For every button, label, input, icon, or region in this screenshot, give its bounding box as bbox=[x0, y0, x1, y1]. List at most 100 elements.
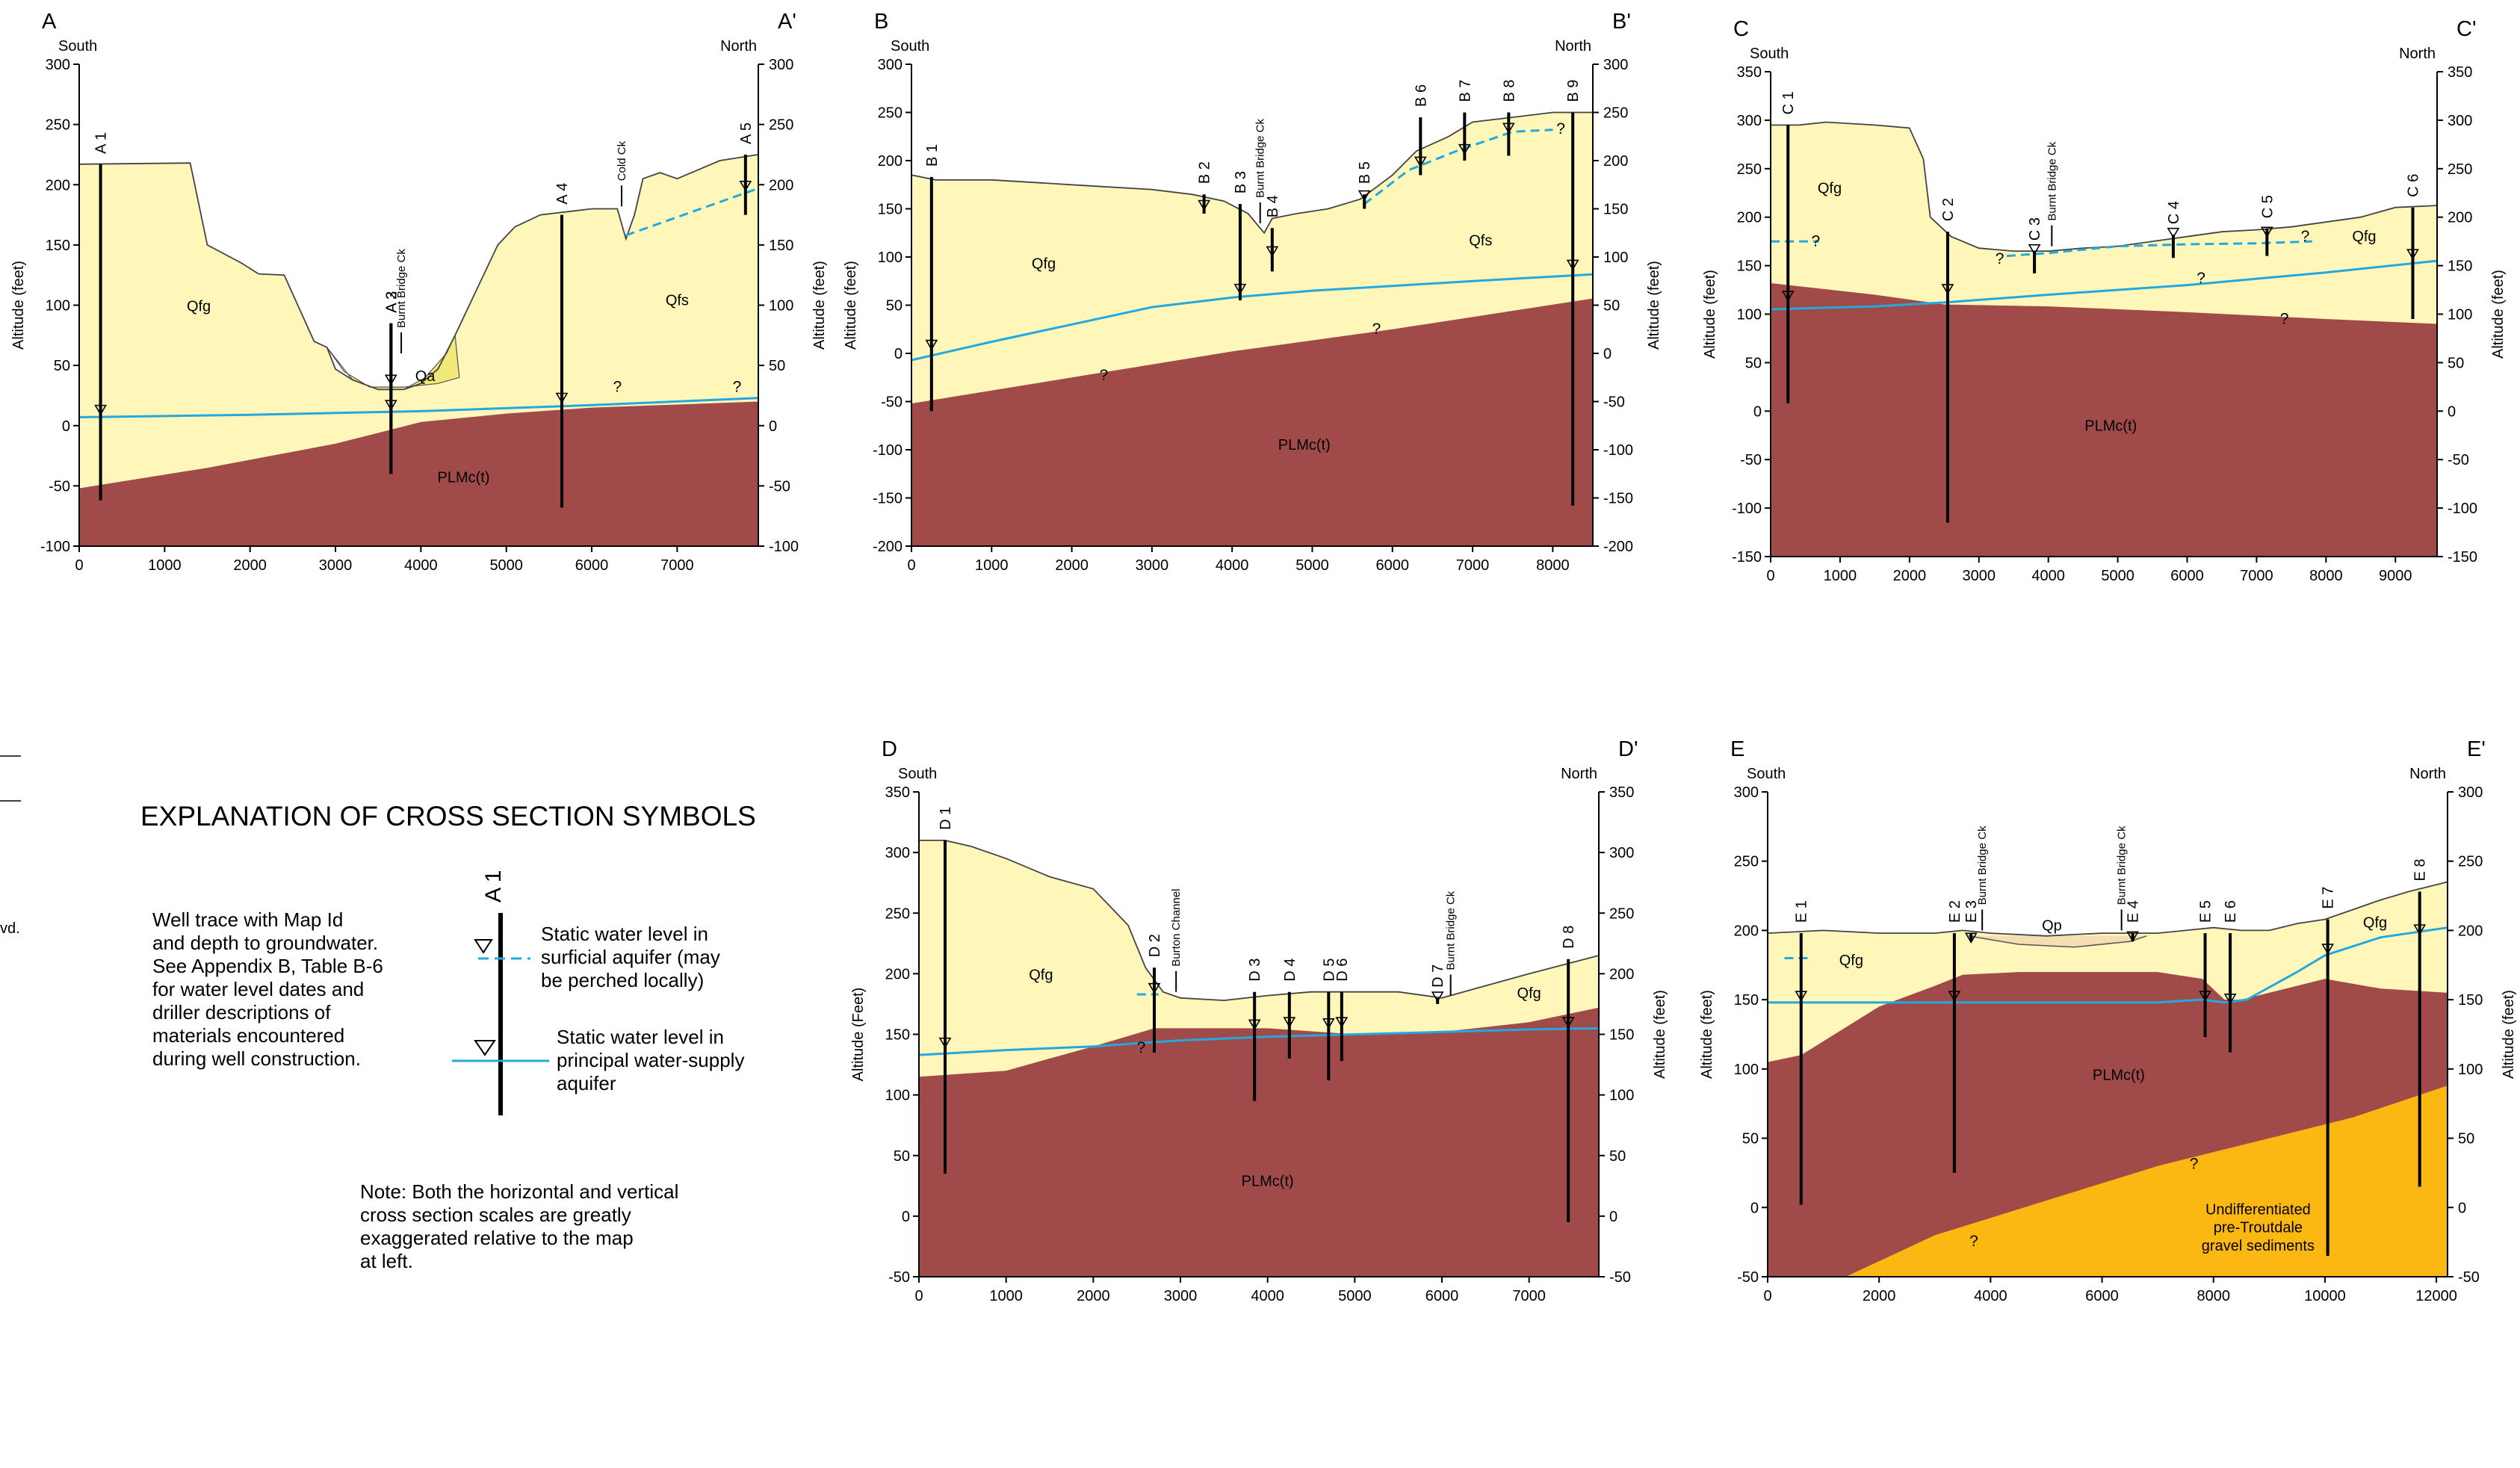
water-level-marker bbox=[384, 374, 397, 385]
uncertain-contact-mark: ? bbox=[2301, 228, 2310, 245]
y-axis-title-right: Altitude (feet) bbox=[811, 261, 828, 350]
well-label: B 2 bbox=[1197, 161, 1213, 184]
y-tick-label-left: -100 bbox=[1732, 501, 1762, 517]
well-label: B 1 bbox=[924, 144, 941, 167]
section-label-left: C bbox=[1733, 17, 1749, 41]
x-tick-label: 6000 bbox=[2085, 1288, 2119, 1304]
y-tick-label-right: 350 bbox=[1609, 784, 1634, 801]
well-label: D 1 bbox=[938, 807, 954, 830]
y-tick-label-right: -100 bbox=[2448, 501, 2477, 517]
x-tick-label: 0 bbox=[75, 557, 83, 574]
y-tick-label-right: 250 bbox=[1603, 105, 1628, 122]
unit-label: PLMc(t) bbox=[1278, 437, 1331, 453]
section-label-left: E bbox=[1730, 737, 1745, 761]
y-tick-label-left: 300 bbox=[46, 57, 70, 73]
y-tick-label-left: -50 bbox=[49, 478, 70, 495]
unit-bedrock-area bbox=[911, 298, 1593, 546]
uncertain-contact-mark: ? bbox=[1969, 1233, 1978, 1250]
unit-label: Qfg bbox=[187, 299, 211, 315]
well-label: D 2 bbox=[1147, 934, 1163, 957]
water-level-marker bbox=[1795, 991, 1808, 1002]
y-tick-label-right: -50 bbox=[2448, 452, 2469, 468]
y-tick-label-right: 0 bbox=[2448, 403, 2456, 420]
y-axis-title-left: Altitude (Feet) bbox=[850, 988, 867, 1082]
well-label: B 5 bbox=[1357, 161, 1373, 184]
unit-label: Qfs bbox=[1469, 233, 1492, 250]
uncertain-contact-mark: ? bbox=[1137, 1039, 1146, 1056]
y-tick-label-right: -50 bbox=[1609, 1269, 1631, 1286]
unit-label: Qfs bbox=[666, 293, 689, 309]
well-label: E 6 bbox=[2223, 900, 2239, 923]
y-tick-label-left: -200 bbox=[873, 539, 903, 555]
uncertain-contact-mark: ? bbox=[1996, 250, 2004, 267]
y-tick-label-left: -150 bbox=[873, 491, 903, 507]
explanation-principal-text: Static water level in principal water-su… bbox=[557, 1026, 745, 1094]
uncertain-contact-mark: ? bbox=[1100, 367, 1109, 384]
x-tick-label: 0 bbox=[907, 557, 915, 574]
x-tick-label: 8000 bbox=[2309, 568, 2343, 584]
water-level-marker bbox=[2199, 991, 2211, 1002]
water-level-marker bbox=[1248, 1019, 1261, 1030]
y-tick-label-right: -150 bbox=[1603, 491, 1633, 507]
y-tick-label-left: 250 bbox=[885, 905, 910, 922]
y-axis-title-right: Altitude (feet) bbox=[2490, 270, 2507, 359]
cross-section-a: -100 -100 -50 -50 0 0 50 50 100 100 150 150 200 200 25… bbox=[10, 10, 828, 574]
unit-label: Qfg bbox=[1032, 255, 1056, 272]
x-tick-label: 3000 bbox=[1136, 557, 1169, 574]
well-label: D 3 bbox=[1247, 958, 1263, 982]
section-label-right: A' bbox=[778, 10, 796, 34]
explanation-title: EXPLANATION OF CROSS SECTION SYMBOLS bbox=[140, 801, 756, 831]
section-label-right: E' bbox=[2467, 737, 2486, 761]
x-tick-label: 3000 bbox=[1963, 568, 1996, 584]
water-level-marker bbox=[1941, 284, 1954, 295]
principal-water-level-line bbox=[911, 273, 1594, 362]
y-tick-label-right: 250 bbox=[2448, 161, 2472, 178]
section-label-left: A bbox=[42, 10, 57, 34]
water-level-marker bbox=[1566, 259, 1579, 271]
y-tick-label-left: -100 bbox=[873, 442, 903, 459]
well-label: A 3 bbox=[383, 291, 400, 313]
stream-label: Burnt Bridge Ck bbox=[1254, 118, 1267, 197]
well-label: A 4 bbox=[554, 183, 571, 205]
section-label-right: B' bbox=[1612, 10, 1631, 34]
y-tick-label-left: 300 bbox=[885, 845, 910, 861]
y-tick-label-right: 100 bbox=[2458, 1062, 2483, 1078]
water-level-marker bbox=[1357, 190, 1371, 202]
y-tick-label-left: 300 bbox=[1734, 784, 1759, 801]
y-tick-label-right: 300 bbox=[2448, 113, 2472, 129]
unit-label: Qa bbox=[415, 368, 436, 385]
y-tick-label-left: 0 bbox=[894, 346, 903, 362]
x-tick-label: 8000 bbox=[1536, 557, 1570, 574]
x-tick-label: 9000 bbox=[2379, 568, 2412, 584]
well-label: B 4 bbox=[1265, 195, 1281, 217]
water-level-marker bbox=[1948, 991, 1961, 1002]
well-label: C 6 bbox=[2405, 174, 2421, 197]
unit-label: Qfg bbox=[1517, 985, 1541, 1002]
well-label: B 7 bbox=[1457, 79, 1473, 102]
y-tick-label-right: -100 bbox=[769, 539, 799, 555]
well-label: C 1 bbox=[1780, 91, 1797, 114]
well-label: A 2 bbox=[383, 291, 400, 313]
y-tick-label-right: 0 bbox=[1603, 346, 1612, 362]
water-level-marker bbox=[1322, 1018, 1335, 1029]
water-level-marker bbox=[1964, 932, 1978, 944]
y-tick-label-left: 50 bbox=[886, 298, 903, 315]
x-tick-label: 4000 bbox=[404, 557, 438, 574]
y-tick-label-left: 200 bbox=[1737, 210, 1762, 226]
stream-label: Burnt Bridge Ck bbox=[2116, 826, 2129, 905]
y-tick-label-left: 250 bbox=[878, 105, 903, 122]
x-tick-label: 7000 bbox=[1456, 557, 1490, 574]
well-label: E 1 bbox=[1794, 900, 1810, 923]
x-tick-label: 0 bbox=[1766, 568, 1774, 584]
y-tick-label-right: 100 bbox=[2448, 307, 2472, 323]
explanation-well-id: A 1 bbox=[481, 870, 506, 902]
y-tick-label-left: 200 bbox=[1734, 923, 1759, 939]
y-tick-label-left: 100 bbox=[878, 250, 903, 266]
water-level-marker bbox=[1502, 123, 1515, 134]
water-level-marker bbox=[1414, 156, 1427, 168]
well-label: B 8 bbox=[1501, 79, 1517, 102]
y-tick-label-left: 150 bbox=[46, 238, 70, 254]
section-direction-right: North bbox=[1561, 766, 1597, 782]
water-level-marker bbox=[1266, 246, 1279, 258]
